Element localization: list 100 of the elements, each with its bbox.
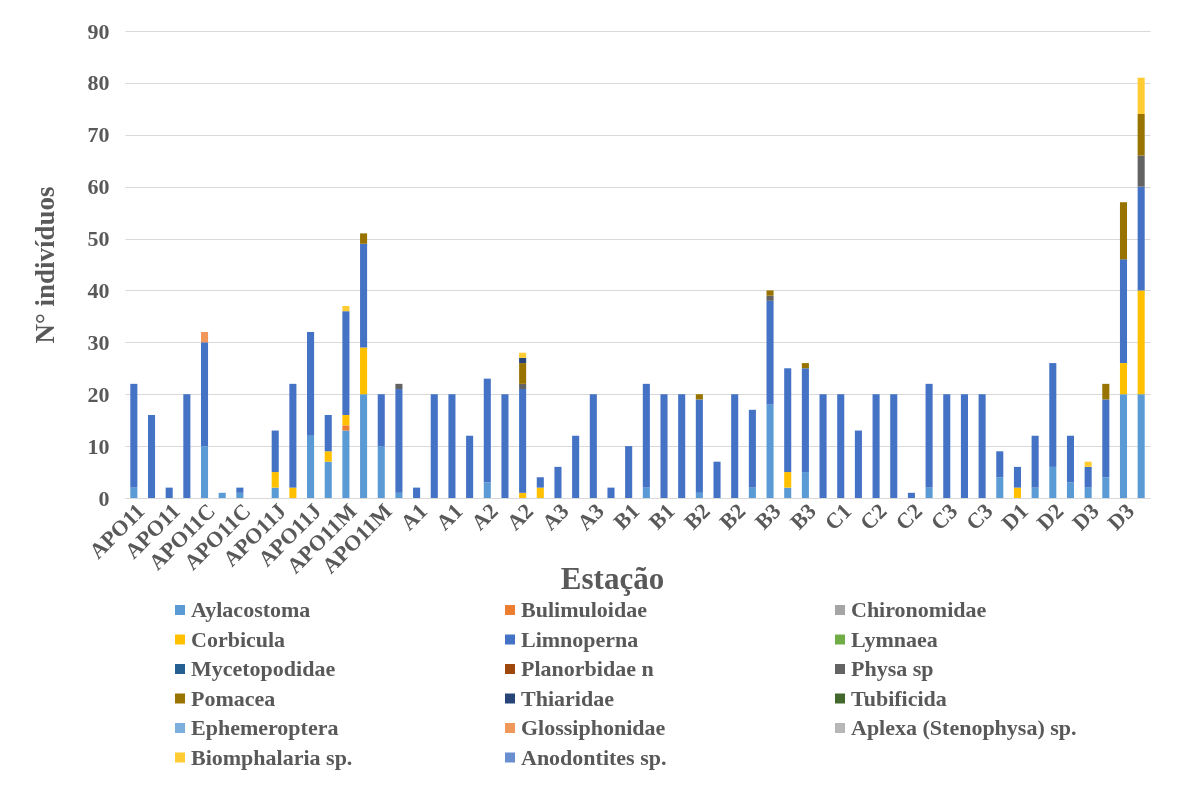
x-tick-label: B2 [679,498,715,535]
bar [1137,155,1145,187]
x-tick-label: D3 [1067,498,1104,536]
bar [801,368,809,473]
bar [501,394,509,498]
y-tick-label: 50 [87,226,110,252]
bar [819,394,827,498]
bar [854,430,862,498]
x-tick-label: C3 [925,498,963,536]
bar [1137,114,1145,156]
bar [271,430,279,473]
bar [342,430,350,498]
bar [1049,466,1057,498]
bar [519,383,527,390]
x-tick-label: A3 [572,498,609,536]
bar [342,311,350,415]
x-tick-label: B2 [714,498,751,535]
legend-label: Chironomidae [851,597,987,622]
legend-label: Planorbidae n [521,656,654,681]
y-tick-label: 10 [87,433,110,459]
bar [589,394,597,498]
bar [1049,363,1057,467]
bar [1031,435,1039,488]
bar [766,295,774,301]
bar [695,394,703,400]
x-tick-label: D1 [996,498,1034,536]
bar [165,487,173,498]
bar [748,409,756,488]
legend-label: Tubificida [851,685,947,711]
bar [1084,466,1092,488]
bar [236,492,244,498]
bar [183,394,191,498]
x-tick-label: A1 [395,498,433,536]
legend-label: Biomphalaria sp. [191,744,353,770]
bar [360,347,368,395]
x-tick-label: C1 [819,498,857,536]
y-tick-label: 30 [87,329,110,355]
bar [342,425,350,431]
bar [731,394,739,498]
bar [448,394,456,498]
bar [837,394,845,498]
bar [1137,290,1145,395]
bar [271,472,279,488]
x-tick-label: A1 [430,498,468,536]
bar [430,394,438,498]
bar [1137,77,1145,115]
bar [236,487,244,493]
bar [695,492,703,498]
bar [1102,399,1110,478]
x-tick-label: C3 [960,498,998,536]
bar [801,472,809,498]
legend-label: Ephemeroptera [191,715,339,740]
bar [377,446,385,498]
x-tick-label: B1 [608,498,645,535]
bar [200,331,209,343]
bar [625,446,633,498]
x-tick-label: D2 [1031,498,1069,536]
y-tick-label: 60 [87,174,110,200]
y-tick-label: 0 [98,485,110,511]
legend-label: Mycetopodidae [191,656,336,681]
legend-label: Lymnaea [851,626,938,652]
bar [519,352,527,358]
bar [1137,394,1145,498]
bar [466,435,474,498]
y-tick-label: 20 [87,381,110,407]
bar [483,378,491,483]
bar [307,435,315,498]
bar [307,331,315,436]
bar [360,394,368,498]
bar [660,394,668,498]
bar [1119,259,1128,364]
bar [642,383,650,488]
bar [519,492,527,498]
legend-label: Thiaridae [521,685,615,711]
legend-label: Corbicula [191,626,286,652]
bar [960,394,968,498]
x-tick-label: C2 [890,498,927,536]
bar [324,461,332,498]
bar [324,451,332,462]
bar [147,414,156,498]
bar [925,383,933,488]
legend-label: Aplexa (Stenophysa) sp. [851,715,1077,740]
bar [943,394,951,498]
bar [342,306,350,312]
bar [1119,363,1128,395]
bar [1119,394,1128,498]
legend-label: Anodontites sp. [521,744,667,770]
bar [395,383,403,390]
legend-label: Pomacea [191,685,276,711]
bar [642,487,650,498]
bar [907,492,915,498]
bar [784,472,792,488]
bar [1102,383,1110,400]
bar [1084,487,1092,498]
x-tick-label: B3 [785,498,821,535]
bar [1066,435,1075,483]
bar [519,357,527,364]
bar [130,487,138,498]
bar [996,451,1004,478]
bar [289,487,297,498]
